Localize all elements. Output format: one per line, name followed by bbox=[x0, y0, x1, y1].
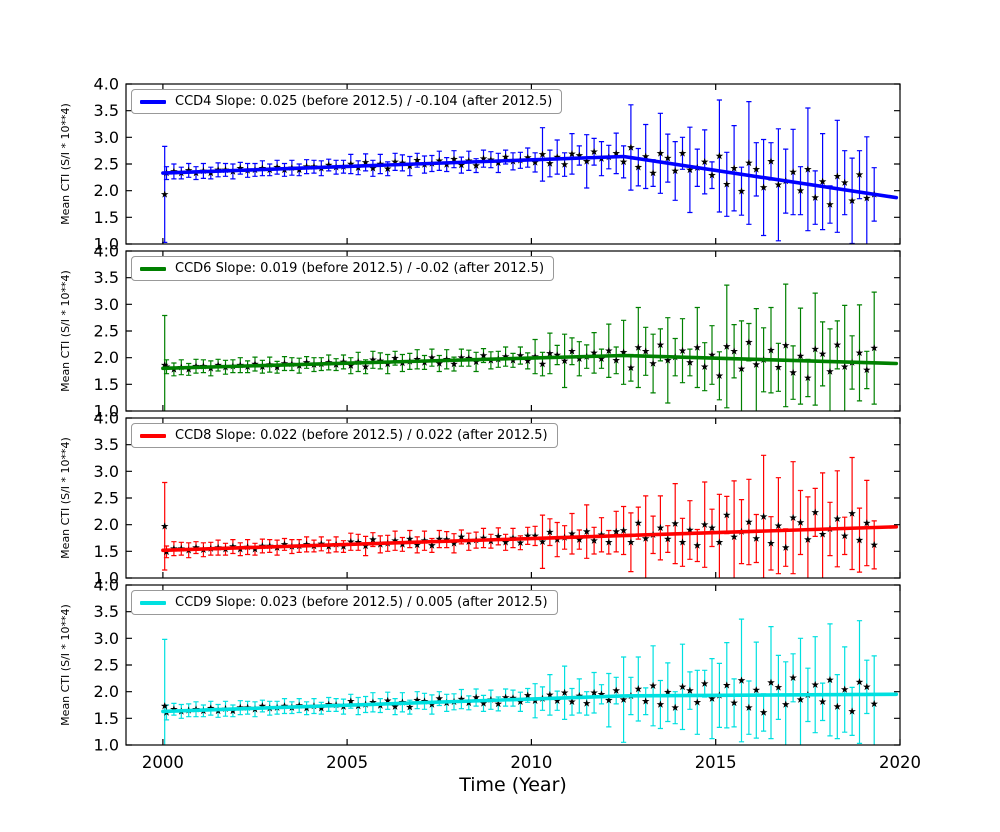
trend-line bbox=[161, 353, 899, 371]
trend-line bbox=[161, 525, 899, 553]
legend-line-sample-ccd9 bbox=[140, 600, 166, 605]
legend-ccd8: CCD8 Slope: 0.022 (before 2012.5) / 0.02… bbox=[131, 423, 558, 448]
svg-text:2.5: 2.5 bbox=[94, 656, 119, 675]
star-markers bbox=[160, 338, 878, 382]
svg-text:2.5: 2.5 bbox=[94, 155, 119, 174]
legend-label-ccd4: CCD4 Slope: 0.025 (before 2012.5) / -0.1… bbox=[175, 94, 553, 109]
axes-spines bbox=[125, 83, 901, 245]
svg-text:4.0: 4.0 bbox=[94, 409, 119, 428]
svg-text:2.5: 2.5 bbox=[94, 489, 119, 508]
trend-line bbox=[161, 692, 899, 714]
y-tick-labels: 4.0 3.5 3.0 2.5 2.0 1.5 1.0 bbox=[94, 409, 119, 588]
svg-text:2.0: 2.0 bbox=[94, 348, 119, 367]
svg-text:1.5: 1.5 bbox=[94, 709, 119, 728]
svg-text:4.0: 4.0 bbox=[94, 576, 119, 595]
svg-text:3.5: 3.5 bbox=[94, 435, 119, 454]
svg-text:1.0: 1.0 bbox=[94, 736, 119, 755]
svg-text:3.5: 3.5 bbox=[94, 101, 119, 120]
trend-line bbox=[161, 154, 899, 200]
legend-line-sample-ccd6 bbox=[140, 266, 166, 271]
error-bars bbox=[162, 454, 877, 578]
y-axis-title: Mean CTI (S/I * 10**4) bbox=[59, 103, 72, 225]
y-tick-labels: 4.0 3.5 3.0 2.5 2.0 1.5 1.0 bbox=[94, 75, 119, 254]
axes-spines bbox=[125, 250, 901, 412]
legend-ccd9: CCD9 Slope: 0.023 (before 2012.5) / 0.00… bbox=[131, 590, 558, 615]
svg-text:2.0: 2.0 bbox=[94, 682, 119, 701]
subplot-ccd6 bbox=[160, 283, 899, 411]
y-axis-title: Mean CTI (S/I * 10**4) bbox=[59, 270, 72, 392]
svg-text:2000: 2000 bbox=[142, 753, 184, 772]
svg-text:2020: 2020 bbox=[879, 753, 921, 772]
svg-text:3.0: 3.0 bbox=[94, 462, 119, 481]
y-tick-labels: 4.0 3.5 3.0 2.5 2.0 1.5 1.0 bbox=[94, 576, 119, 755]
legend-line-sample-ccd4 bbox=[140, 99, 166, 104]
svg-text:4.0: 4.0 bbox=[94, 75, 119, 94]
svg-text:1.0: 1.0 bbox=[94, 235, 119, 254]
y-tick-labels: 4.0 3.5 3.0 2.5 2.0 1.5 1.0 bbox=[94, 242, 119, 421]
subplot-ccd8 bbox=[160, 454, 899, 578]
svg-text:3.5: 3.5 bbox=[94, 268, 119, 287]
svg-text:4.0: 4.0 bbox=[94, 242, 119, 261]
legend-line-sample-ccd8 bbox=[140, 433, 166, 438]
svg-text:1.0: 1.0 bbox=[94, 402, 119, 421]
svg-text:3.0: 3.0 bbox=[94, 629, 119, 648]
legend-ccd6: CCD6 Slope: 0.019 (before 2012.5) / -0.0… bbox=[131, 256, 555, 281]
svg-text:3.5: 3.5 bbox=[94, 602, 119, 621]
legend-label-ccd8: CCD8 Slope: 0.022 (before 2012.5) / 0.02… bbox=[175, 428, 548, 443]
svg-text:2.0: 2.0 bbox=[94, 181, 119, 200]
svg-text:1.0: 1.0 bbox=[94, 569, 119, 588]
svg-text:1.5: 1.5 bbox=[94, 375, 119, 394]
subplot-ccd9 bbox=[160, 618, 899, 745]
legend-ccd4: CCD4 Slope: 0.025 (before 2012.5) / -0.1… bbox=[131, 89, 563, 114]
subplot-ccd4 bbox=[160, 99, 899, 244]
svg-text:3.0: 3.0 bbox=[94, 295, 119, 314]
x-axis-title: Time (Year) bbox=[459, 774, 567, 796]
svg-text:2.5: 2.5 bbox=[94, 322, 119, 341]
legend-label-ccd6: CCD6 Slope: 0.019 (before 2012.5) / -0.0… bbox=[175, 261, 545, 276]
svg-text:2.0: 2.0 bbox=[94, 515, 119, 534]
star-markers bbox=[160, 673, 878, 716]
svg-text:2015: 2015 bbox=[695, 753, 737, 772]
svg-text:2005: 2005 bbox=[326, 753, 368, 772]
svg-text:2010: 2010 bbox=[510, 753, 552, 772]
y-axis-title: Mean CTI (S/I * 10**4) bbox=[59, 604, 72, 726]
y-axis-title: Mean CTI (S/I * 10**4) bbox=[59, 437, 72, 559]
legend-label-ccd9: CCD9 Slope: 0.023 (before 2012.5) / 0.00… bbox=[175, 595, 548, 610]
axes-spines bbox=[125, 417, 901, 579]
svg-text:1.5: 1.5 bbox=[94, 208, 119, 227]
axes-spines bbox=[125, 584, 901, 746]
svg-text:1.5: 1.5 bbox=[94, 542, 119, 561]
x-tick-labels: 2000 2005 2010 2015 2020 bbox=[142, 753, 921, 772]
svg-text:3.0: 3.0 bbox=[94, 128, 119, 147]
